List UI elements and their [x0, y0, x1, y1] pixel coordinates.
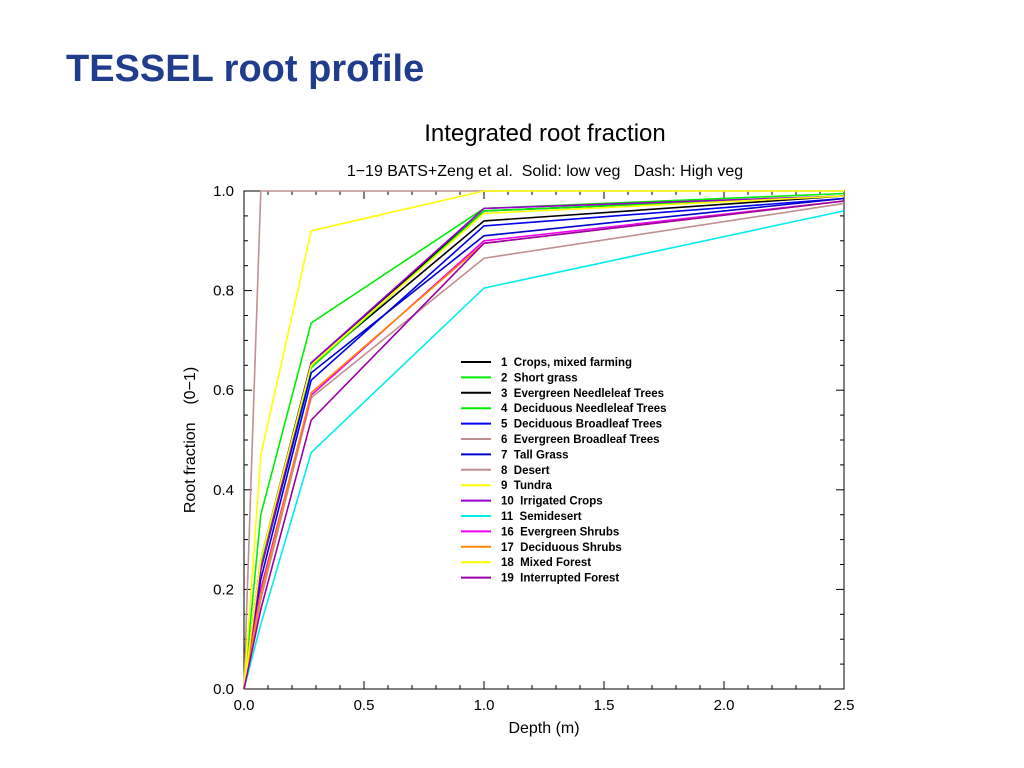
y-tick-label: 0.0 [213, 681, 234, 698]
y-tick-label: 0.8 [213, 283, 234, 300]
series-line-9 [243, 190, 844, 690]
y-axis-label: Root fraction (0−1) [182, 367, 199, 513]
series-lines [243, 190, 845, 690]
legend-label: 10 Irrigated Crops [501, 496, 603, 508]
legend-label: 4 Deciduous Needleleaf Trees [501, 403, 667, 415]
x-tick-label: 0.5 [354, 697, 375, 714]
axis-tick-labels: 0.0 0.5 1.0 1.5 2.0 2.5 0.0 0.2 0.4 0.6 0.8 1.0 [213, 183, 854, 714]
legend-label: 8 Desert [501, 465, 550, 477]
legend-label: 17 Deciduous Shrubs [501, 542, 622, 554]
series-line-6 [243, 202, 845, 690]
chart-subtitle: 1−19 BATS+Zeng et al. Solid: low veg Das… [347, 163, 743, 180]
series-line-14 [243, 195, 845, 690]
legend-label: 18 Mixed Forest [501, 557, 591, 569]
series-line-10 [243, 195, 845, 690]
slide-title: TESSEL root profile [66, 48, 425, 90]
x-axis-label: Depth (m) [508, 720, 579, 737]
x-tick-label: 1.5 [594, 697, 615, 714]
legend-label: 5 Deciduous Broadleaf Trees [501, 419, 662, 431]
series-line-15 [243, 200, 845, 690]
legend-label: 11 Semidesert [501, 511, 582, 523]
x-tick-label: 0.0 [234, 697, 255, 714]
series-line-2 [243, 192, 845, 690]
chart-legend: 1 Crops, mixed farming 2 Short grass 3 Eve… [461, 357, 667, 585]
y-tick-label: 0.4 [213, 482, 234, 499]
y-tick-label: 0.2 [213, 581, 234, 598]
legend-label: 19 Interrupted Forest [501, 573, 619, 585]
legend-label: 9 Tundra [501, 480, 553, 492]
legend-label: 2 Short grass [501, 372, 578, 384]
legend-label: 1 Crops, mixed farming [501, 357, 632, 369]
legend-label: 3 Evergreen Needleleaf Trees [501, 388, 664, 400]
series-line-5 [243, 197, 845, 690]
y-tick-label: 1.0 [213, 183, 234, 200]
x-tick-label: 2.5 [834, 697, 855, 714]
y-tick-label: 0.6 [213, 382, 234, 399]
x-tick-label: 2.0 [714, 697, 735, 714]
x-tick-label: 1.0 [474, 697, 495, 714]
legend-label: 16 Evergreen Shrubs [501, 526, 619, 538]
legend-label: 6 Evergreen Broadleaf Trees [501, 434, 660, 446]
chart-title: Integrated root fraction [424, 120, 665, 147]
legend-label: 7 Tall Grass [501, 449, 569, 461]
series-line-11 [243, 210, 845, 690]
